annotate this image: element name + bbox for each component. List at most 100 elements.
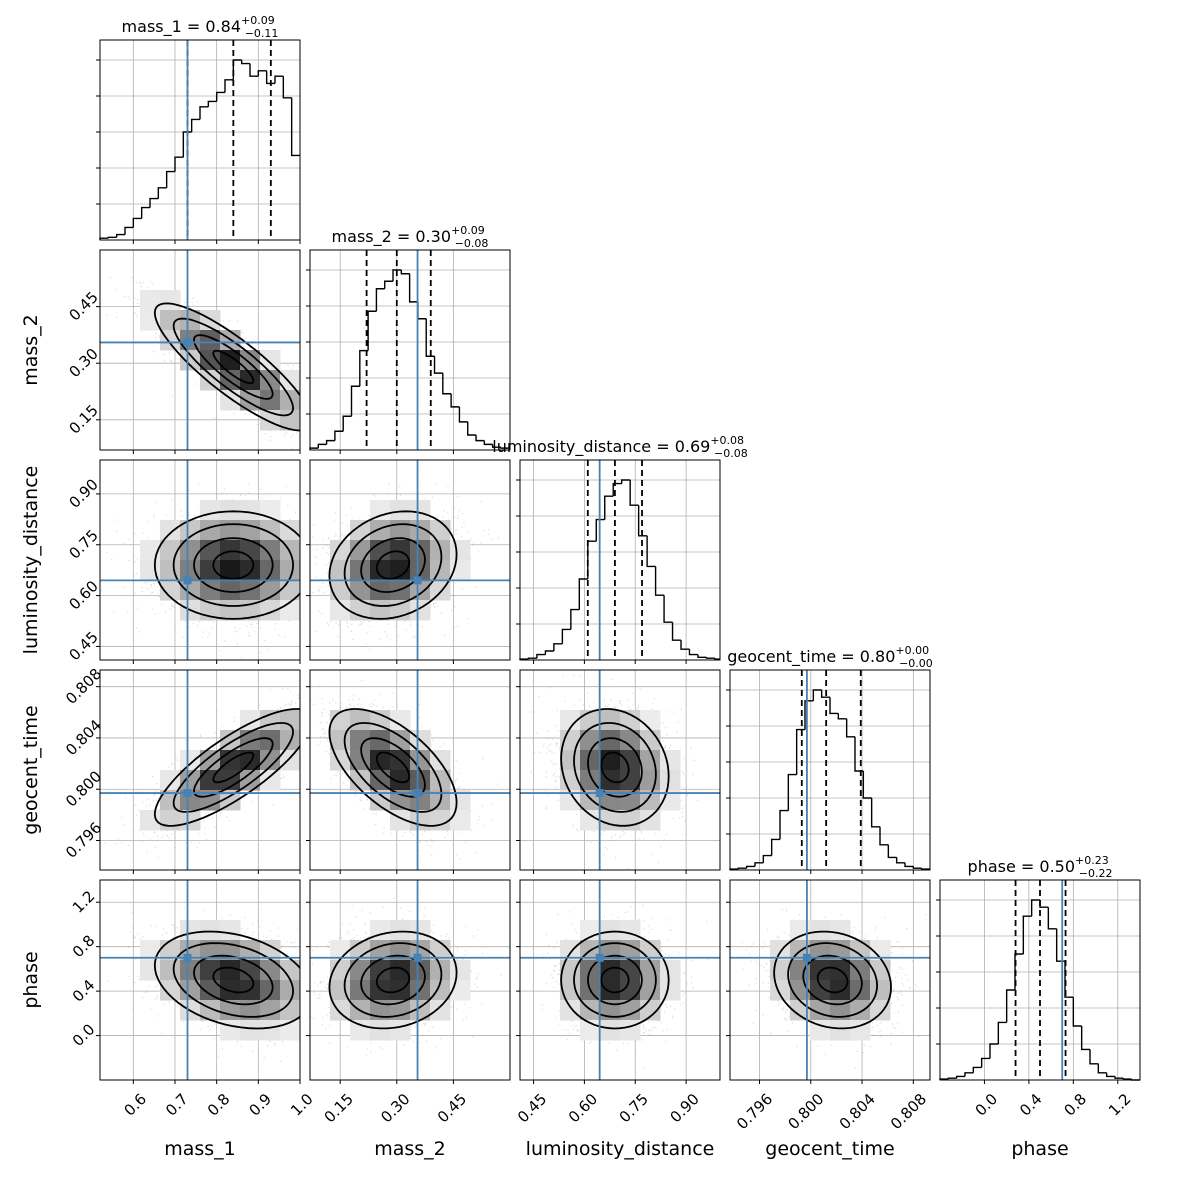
density-cell (390, 960, 411, 981)
density-cell (180, 520, 201, 541)
density-cell (620, 920, 641, 941)
hist-bin-phase-10 (1022, 915, 1032, 954)
density-cell (200, 560, 221, 581)
density-cell (220, 600, 241, 621)
density-cell (260, 370, 281, 391)
panel-title-luminosity_distance: luminosity_distance = 0.69+0.08 −0.08 (492, 434, 748, 460)
hist-bin-phase-18 (1089, 1049, 1099, 1065)
density-cell (410, 920, 431, 941)
hist-bin-geocent_time-18 (879, 826, 889, 846)
density-cell (160, 960, 181, 981)
density-cell (160, 310, 181, 331)
density-cell (260, 540, 281, 561)
hist-bin-luminosity_distance-19 (680, 640, 690, 650)
hist-4-xtick-label-0: 0.0 (972, 1090, 1002, 1120)
hist-bin-phase-8 (1005, 989, 1015, 1023)
density-cell (260, 770, 281, 791)
injection-marker (413, 789, 422, 798)
panel-title-minus: −0.11 (245, 27, 279, 40)
injection-marker (183, 338, 192, 347)
density-cell (160, 770, 181, 791)
p2d-2-0-ytick-label-3: 0.90 (65, 475, 101, 511)
density-cell (580, 810, 601, 831)
p2d-4-2-xtick-label-3: 0.90 (667, 1090, 703, 1126)
density-cell (200, 960, 221, 981)
hist-bin-mass_1-22 (282, 76, 292, 99)
density-cell (240, 540, 261, 561)
hist-bin-geocent_time-11 (820, 690, 830, 698)
density-cell (260, 980, 281, 1001)
hist-bin-luminosity_distance-10 (604, 495, 614, 520)
hist-4-xtick-label-3: 1.2 (1105, 1090, 1135, 1120)
density-cell (810, 1020, 831, 1041)
p2d-3-1-frame (309, 669, 511, 871)
density-cell (390, 1020, 411, 1041)
panel-2d-inner-mass_2-geocent_time (310, 670, 510, 870)
panel-hist-luminosity_distance: luminosity_distance = 0.69+0.08 −0.08 (492, 434, 748, 664)
hist-bin-mass_1-7 (157, 187, 167, 199)
hist-bin-mass_2-19 (467, 421, 477, 436)
density-cell (330, 580, 351, 601)
density-cell (410, 560, 431, 581)
density-cell (370, 580, 391, 601)
hist-bin-mass_2-17 (450, 393, 460, 408)
p2d-4-0-ytick-label-2: 0.8 (69, 932, 99, 962)
hist-bin-geocent_time-10 (812, 689, 822, 701)
panel-hist-mass_1: mass_1 = 0.84+0.09 −0.11 (96, 14, 301, 244)
density-cell (830, 920, 851, 941)
density-cell (200, 540, 221, 561)
hist-bin-geocent_time-8 (795, 728, 805, 775)
hist-bin-phase-19 (1097, 1063, 1107, 1074)
hist-bin-luminosity_distance-4 (553, 643, 563, 651)
density-cell (560, 940, 581, 961)
hist-bin-mass_2-21 (483, 440, 493, 446)
density-cell (660, 980, 681, 1001)
x-axis-label-phase: phase (1011, 1138, 1068, 1160)
panel-2d-mass_2-geocent_time (306, 669, 511, 874)
hist-bin-mass_1-12 (199, 106, 209, 120)
hist-bin-geocent_time-20 (895, 857, 905, 864)
hist-bin-geocent_time-7 (787, 773, 797, 811)
density-cell (410, 580, 431, 601)
contour-level-2 (172, 942, 295, 1018)
hist-bin-phase-16 (1072, 997, 1082, 1027)
p2d-4-1-xtick-label-0: 0.15 (321, 1090, 357, 1126)
density-cell (620, 750, 641, 771)
hist-1-frame (309, 249, 511, 451)
density-cell (240, 770, 261, 791)
density-cell (160, 290, 181, 311)
p2d-4-1-frame (309, 879, 511, 1081)
density-cell (410, 960, 431, 981)
panel-2d-inner-mass_1-luminosity_distance (100, 460, 300, 660)
x-axis-label-mass_1: mass_1 (164, 1138, 236, 1160)
hist-bin-luminosity_distance-14 (637, 505, 648, 537)
contour-level-3 (153, 930, 300, 1030)
density-cell (850, 1000, 871, 1021)
p2d-4-3-xtick-label-0: 0.796 (733, 1090, 776, 1133)
x-axis-label-geocent_time: geocent_time (765, 1138, 894, 1160)
injection-marker (595, 789, 604, 798)
contour-level-2 (573, 722, 657, 813)
density-cell (830, 1020, 851, 1041)
hist-bin-mass_2-12 (408, 273, 418, 303)
density-cell (560, 750, 581, 771)
density-cell (160, 580, 181, 601)
density-cell (280, 580, 300, 601)
hist-bin-mass_1-5 (140, 206, 150, 219)
hist-bin-phase-21 (1114, 1076, 1124, 1079)
density-cell (600, 730, 621, 751)
density-cell (600, 790, 621, 811)
density-cell (600, 810, 621, 831)
density-cell (370, 520, 391, 541)
density-cell (200, 920, 221, 941)
density-cell (220, 540, 241, 561)
density-cell (280, 370, 300, 391)
p2d-4-2-frame (519, 879, 721, 1081)
p2d-4-2-xtick-label-0: 0.45 (514, 1090, 550, 1126)
hist-bin-mass_1-17 (240, 60, 250, 65)
panel-title-minus: −0.08 (455, 237, 489, 250)
contour-level-1 (193, 334, 274, 400)
hist-bin-mass_2-4 (342, 415, 352, 432)
hist-bin-mass_1-9 (174, 156, 184, 172)
